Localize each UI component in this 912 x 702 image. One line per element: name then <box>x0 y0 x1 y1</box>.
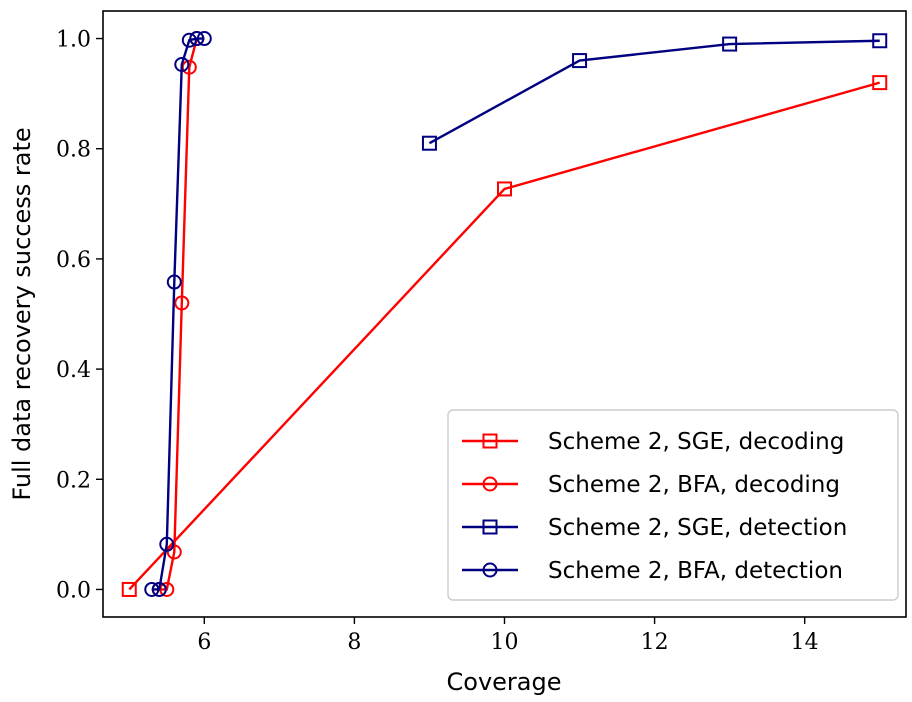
y-tick-label-2: 0.4 <box>56 358 91 383</box>
y-tick-label-1: 0.2 <box>56 468 91 493</box>
series-0 <box>121 75 888 597</box>
data-point-2-3 <box>872 33 888 49</box>
x-axis-label: Coverage <box>447 668 562 696</box>
y-axis: 0.0 0.2 0.4 0.6 0.8 1.0 <box>56 28 103 603</box>
legend-label-0: Scheme 2, SGE, decoding <box>548 429 844 455</box>
legend-label-3: Scheme 2, BFA, detection <box>548 558 843 584</box>
legend-marker-2 <box>482 519 498 535</box>
data-point-3-3 <box>166 274 182 290</box>
data-point-3-7 <box>196 31 212 47</box>
data-point-3-6 <box>189 31 205 47</box>
legend-marker-0 <box>482 433 498 449</box>
data-point-3-2 <box>159 536 175 552</box>
data-point-3-4 <box>174 56 190 72</box>
series-3 <box>144 31 212 597</box>
y-tick-label-3: 0.6 <box>56 248 91 273</box>
data-point-3-1 <box>151 581 167 597</box>
x-tick-label-1: 8 <box>347 630 361 655</box>
x-tick-label-4: 14 <box>791 630 819 655</box>
legend-marker-3 <box>482 562 498 578</box>
data-point-0-0 <box>121 581 137 597</box>
data-point-1-2 <box>166 544 182 560</box>
x-axis: 6 8 10 12 14 <box>197 617 819 655</box>
legend-box <box>447 409 899 601</box>
legend-label-1: Scheme 2, BFA, decoding <box>548 472 840 498</box>
series-layer <box>121 31 888 597</box>
data-point-3-5 <box>181 32 197 48</box>
data-point-0-2 <box>872 75 888 91</box>
y-axis-label: Full data recovery success rate <box>8 127 36 500</box>
data-point-1-3 <box>174 295 190 311</box>
legend-items: Scheme 2, SGE, decoding Scheme 2, BFA, de… <box>462 429 847 584</box>
legend-label-2: Scheme 2, SGE, detection <box>548 515 847 541</box>
y-tick-label-4: 0.8 <box>56 138 91 163</box>
legend-item-1: Scheme 2, BFA, decoding <box>462 472 840 498</box>
data-point-2-1 <box>572 53 588 69</box>
legend-marker-1 <box>482 476 498 492</box>
series-line-0 <box>128 81 881 591</box>
data-point-0-1 <box>497 181 512 197</box>
series-1 <box>151 31 205 597</box>
data-point-2-2 <box>722 36 738 52</box>
series-2 <box>421 33 888 151</box>
x-tick-label-2: 10 <box>491 630 519 655</box>
legend-item-2: Scheme 2, SGE, detection <box>462 515 847 541</box>
data-point-2-0 <box>421 135 437 151</box>
legend-item-3: Scheme 2, BFA, detection <box>462 558 843 584</box>
x-tick-label-0: 6 <box>197 630 211 655</box>
y-tick-label-5: 1.0 <box>56 28 91 53</box>
data-point-3-0 <box>144 581 160 597</box>
series-line-3 <box>151 37 205 591</box>
x-tick-label-3: 12 <box>641 630 669 655</box>
y-tick-label-0: 0.0 <box>56 578 91 603</box>
series-line-2 <box>428 39 880 145</box>
legend-item-0: Scheme 2, SGE, decoding <box>462 429 844 455</box>
series-line-1 <box>159 38 198 591</box>
legend: Scheme 2, SGE, decoding Scheme 2, BFA, de… <box>447 409 899 601</box>
